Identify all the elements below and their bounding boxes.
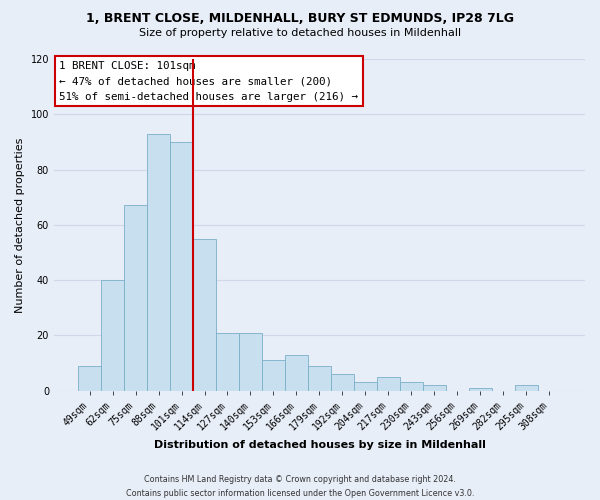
- Bar: [124, 206, 147, 390]
- Bar: [515, 385, 538, 390]
- X-axis label: Distribution of detached houses by size in Mildenhall: Distribution of detached houses by size …: [154, 440, 485, 450]
- Bar: [239, 332, 262, 390]
- Bar: [147, 134, 170, 390]
- Bar: [308, 366, 331, 390]
- Text: 1 BRENT CLOSE: 101sqm
← 47% of detached houses are smaller (200)
51% of semi-det: 1 BRENT CLOSE: 101sqm ← 47% of detached …: [59, 60, 358, 102]
- Text: Contains HM Land Registry data © Crown copyright and database right 2024.
Contai: Contains HM Land Registry data © Crown c…: [126, 476, 474, 498]
- Bar: [331, 374, 354, 390]
- Bar: [170, 142, 193, 390]
- Text: Size of property relative to detached houses in Mildenhall: Size of property relative to detached ho…: [139, 28, 461, 38]
- Bar: [285, 354, 308, 390]
- Bar: [78, 366, 101, 390]
- Bar: [400, 382, 423, 390]
- Bar: [216, 332, 239, 390]
- Y-axis label: Number of detached properties: Number of detached properties: [15, 137, 25, 312]
- Text: 1, BRENT CLOSE, MILDENHALL, BURY ST EDMUNDS, IP28 7LG: 1, BRENT CLOSE, MILDENHALL, BURY ST EDMU…: [86, 12, 514, 26]
- Bar: [193, 238, 216, 390]
- Bar: [354, 382, 377, 390]
- Bar: [469, 388, 492, 390]
- Bar: [262, 360, 285, 390]
- Bar: [377, 377, 400, 390]
- Bar: [101, 280, 124, 390]
- Bar: [423, 385, 446, 390]
